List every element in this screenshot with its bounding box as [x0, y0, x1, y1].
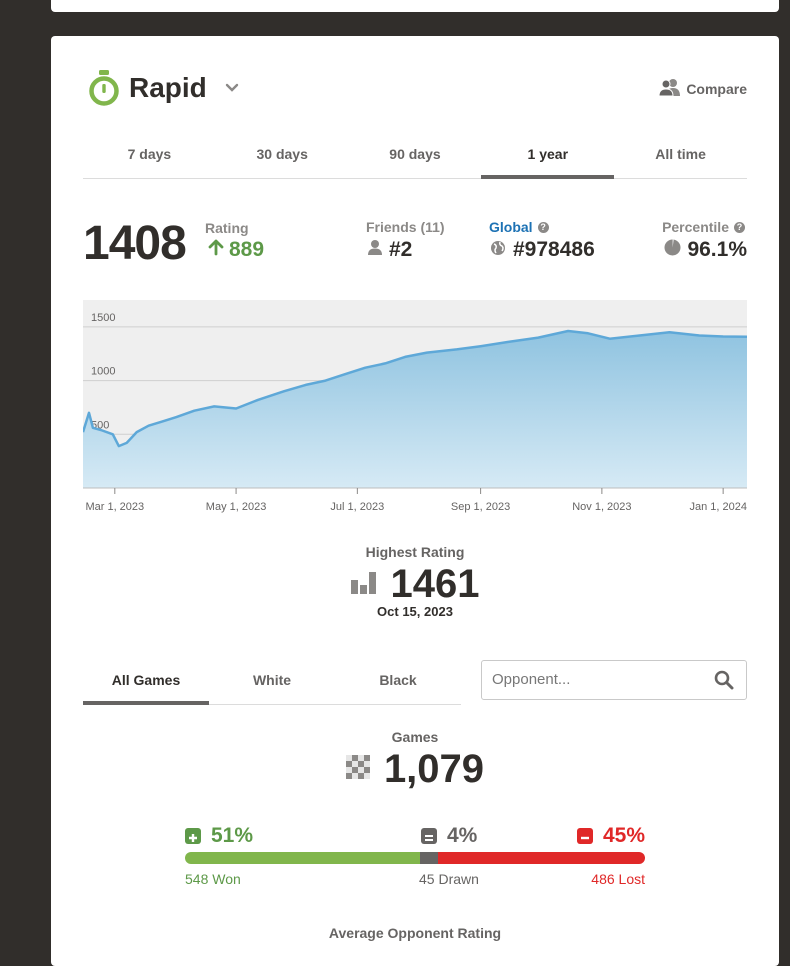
compare-button[interactable]: Compare — [658, 78, 747, 99]
won-count: 548 Won — [185, 871, 241, 887]
friends-rank: #2 — [367, 238, 412, 262]
average-opponent-rating-label: Average Opponent Rating — [328, 925, 502, 941]
color-filter-tabs: All Games White Black — [83, 660, 461, 705]
games-section: Games 1,079 — [51, 729, 779, 791]
tab-30-days[interactable]: 30 days — [256, 146, 308, 162]
drawn-count: 45 Drawn — [419, 871, 479, 887]
pie-icon — [664, 238, 681, 262]
global-rank: #978486 — [490, 238, 595, 262]
opponent-search-input[interactable] — [482, 661, 702, 697]
globe-icon — [490, 238, 506, 262]
tab-black[interactable]: Black — [379, 672, 417, 688]
tab-90-days[interactable]: 90 days — [389, 146, 441, 162]
tab-1-year[interactable]: 1 year — [481, 133, 614, 179]
win-pct-text: 51% — [211, 824, 254, 847]
friends-label[interactable]: Friends (11) — [366, 219, 445, 235]
bar-chart-icon — [350, 570, 377, 599]
win-percentage: 51% — [185, 824, 253, 848]
time-range-tabs: 7 days 30 days 90 days 1 year All time — [83, 133, 747, 179]
game-type-title[interactable]: Rapid — [129, 72, 207, 103]
opponent-search-box — [481, 660, 747, 700]
tab-7-days[interactable]: 7 days — [127, 146, 172, 162]
card-header: Rapid Compare — [83, 70, 747, 110]
loss-bar-segment — [437, 852, 645, 864]
rating-change: 889 — [207, 238, 264, 262]
percentile-text: 96.1% — [687, 238, 747, 261]
y-tick-label: 1000 — [91, 366, 115, 378]
chessboard-icon — [345, 754, 370, 784]
friends-rank-value: #2 — [389, 238, 413, 261]
highest-rating-label: Highest Rating — [365, 544, 465, 560]
tab-all-time[interactable]: All time — [655, 146, 706, 162]
highest-rating-date: Oct 15, 2023 — [377, 604, 453, 619]
y-tick-label: 1500 — [91, 312, 115, 324]
global-label-text: Global — [489, 219, 533, 235]
search-icon[interactable] — [714, 670, 734, 695]
percentile-value: 96.1% — [664, 238, 747, 262]
stopwatch-icon — [87, 70, 121, 111]
x-tick-label: Mar 1, 2023 — [85, 501, 144, 513]
stats-row: 1408 Rating 889 Friends (11) #2 Global ?… — [83, 216, 747, 286]
loss-percentage: 45% — [576, 824, 645, 848]
x-tick-label: Jul 1, 2023 — [330, 501, 384, 513]
percentile-label: Percentile ? — [662, 219, 745, 235]
percentile-label-text: Percentile — [662, 219, 729, 235]
users-icon — [658, 78, 681, 99]
x-tick-label: Nov 1, 2023 — [572, 501, 631, 513]
compare-label: Compare — [686, 80, 747, 97]
draw-pct-text: 4% — [447, 824, 478, 847]
minus-box-icon — [576, 828, 593, 844]
games-label: Games — [391, 729, 439, 745]
loss-pct-text: 45% — [602, 824, 645, 847]
global-rank-value: #978486 — [513, 238, 595, 261]
win-draw-loss-section: 51% 4% 45% 548 Won 45 Drawn 486 Lost — [185, 824, 645, 894]
x-tick-label: Sep 1, 2023 — [451, 501, 510, 513]
highest-rating-value: 1461 — [390, 561, 480, 606]
rating-stats-card: Rapid Compare 7 days 30 days 90 days 1 y… — [51, 36, 779, 966]
rating-label: Rating — [205, 220, 249, 236]
rating-area — [83, 331, 747, 488]
rating-line — [81, 329, 748, 448]
x-tick-label: Jan 1, 2024 — [690, 501, 748, 513]
draw-bar-segment — [419, 852, 438, 864]
tab-all-games[interactable]: All Games — [83, 660, 209, 705]
current-rating: 1408 — [83, 217, 187, 270]
help-icon[interactable]: ? — [537, 221, 549, 233]
tab-white[interactable]: White — [252, 672, 292, 688]
x-tick-label: May 1, 2023 — [206, 501, 267, 513]
user-icon — [367, 238, 383, 262]
win-bar-segment — [185, 852, 420, 864]
global-label[interactable]: Global ? — [489, 219, 549, 235]
lost-count: 486 Lost — [591, 871, 645, 887]
plus-box-icon — [185, 828, 201, 844]
equal-box-icon — [421, 828, 437, 844]
help-icon[interactable]: ? — [734, 221, 745, 233]
win-draw-loss-bar — [185, 852, 645, 864]
rating-change-value: 889 — [229, 238, 265, 261]
draw-percentage: 4% — [421, 824, 477, 848]
previous-card — [51, 0, 779, 12]
arrow-up-icon — [207, 238, 225, 262]
games-count: 1,079 — [383, 746, 485, 791]
chevron-down-icon[interactable] — [225, 80, 239, 98]
highest-rating-section: Highest Rating 1461 Oct 15, 2023 — [51, 544, 779, 619]
